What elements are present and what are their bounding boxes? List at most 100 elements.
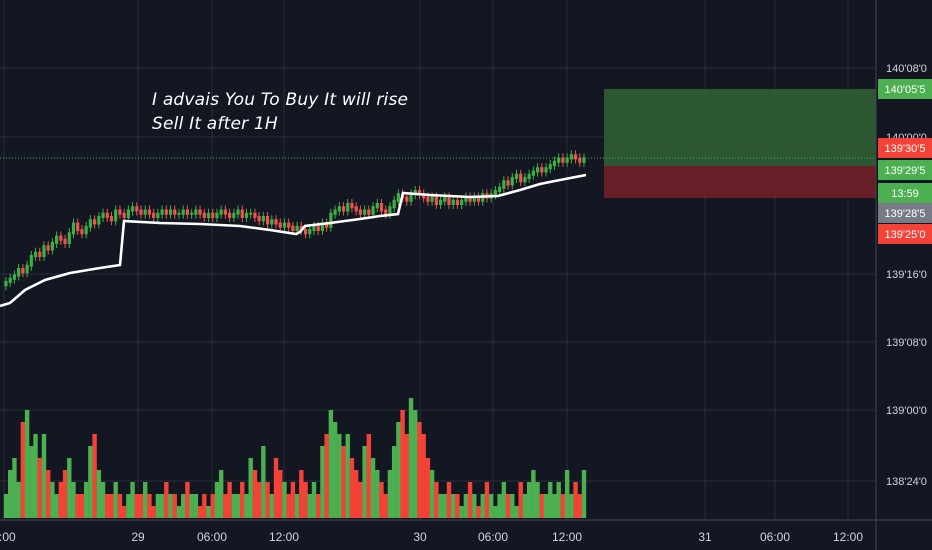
candle-body (337, 206, 341, 212)
volume-bar (45, 470, 51, 518)
price-label-bg (878, 160, 932, 180)
candle-body (557, 157, 561, 163)
volume-bar (218, 470, 224, 518)
volume-bar (58, 482, 64, 518)
volume-bar (383, 494, 388, 518)
candle-body (552, 160, 557, 166)
candle-body (219, 209, 223, 215)
volume-bar (358, 482, 363, 518)
time-tick-label: 12:00 (269, 530, 299, 544)
candles (4, 150, 586, 291)
price-axis[interactable]: 140'08'0140'00'0139'16'0139'08'0139'00'0… (875, 0, 932, 550)
volume-bar (510, 494, 515, 518)
candle-body (287, 222, 291, 228)
price-label: 139'25'0 (878, 224, 932, 244)
time-axis[interactable]: 2:00 29 06:00 12:00 30 06:00 12:00 31 06:00 12:00 (0, 519, 932, 544)
volume-bar (29, 446, 34, 518)
trade-note: I advais You To Buy It will rise Sell It… (152, 88, 408, 136)
candle-body (232, 212, 236, 218)
volume-bar (109, 494, 114, 518)
candle-body (358, 209, 362, 215)
volume-bar (556, 482, 561, 518)
volume-bar (391, 446, 397, 518)
candle-body (25, 264, 29, 274)
price-label-text: 13:59 (891, 188, 919, 200)
price-label: 139'29'5 (878, 160, 932, 180)
volume-bar (83, 482, 89, 518)
volume-bar (155, 494, 161, 518)
volume-bar (223, 494, 228, 518)
candle-body (173, 209, 177, 215)
time-tick-label: 06:00 (760, 530, 790, 544)
candle-body (249, 212, 253, 215)
volume-bar (328, 410, 334, 518)
volume-bar (349, 458, 355, 518)
price-label-text: 139'25'0 (885, 229, 926, 241)
candle-body (329, 212, 333, 228)
volume-bar (429, 470, 435, 518)
volume-bar (265, 482, 270, 518)
position-zones[interactable] (604, 89, 876, 198)
price-tick-label: 139'16'0 (886, 269, 927, 281)
volume-bar (121, 506, 127, 518)
volume-bar (476, 506, 481, 518)
candle-body (510, 177, 514, 186)
candle-body (396, 193, 400, 202)
candle-body (147, 209, 152, 215)
price-label-bg (878, 224, 932, 244)
time-tick-label: 31 (698, 530, 712, 544)
candle-body (17, 268, 21, 277)
volume-bar (189, 494, 194, 518)
volume-bar (117, 494, 123, 518)
candle-body (502, 180, 506, 189)
volume-bar (269, 494, 274, 518)
volume-bar (16, 482, 21, 518)
candle-body (455, 199, 460, 205)
candle-body (565, 157, 569, 163)
volume-bar (539, 494, 545, 518)
candle-body (405, 196, 409, 202)
candle-body (464, 196, 468, 202)
volume-bar (193, 494, 199, 518)
candle-body (50, 242, 55, 251)
candle-body (67, 232, 71, 244)
volume-bar (438, 494, 443, 518)
volume-bar (12, 458, 17, 518)
volume-bar (543, 494, 549, 518)
volume-bar (197, 506, 203, 518)
volume-bar (514, 506, 519, 518)
candle-body (143, 209, 147, 215)
volume-bar (505, 494, 511, 518)
candle-body (122, 212, 126, 218)
candle-body (190, 212, 194, 215)
volume-bar (147, 494, 152, 518)
price-label: 13:59 (878, 183, 932, 203)
candle-body (4, 281, 8, 287)
volume-bar (92, 434, 97, 518)
volume-bar (231, 494, 237, 518)
volume-bar (396, 422, 401, 518)
volume-bar (311, 482, 317, 518)
volume-bar (290, 482, 296, 518)
candle-body (438, 199, 443, 205)
candle-body (270, 219, 274, 225)
volume-bar (130, 482, 135, 518)
candle-body (261, 216, 265, 222)
candle-body (206, 212, 211, 218)
candle-body (97, 216, 101, 225)
candle-body (130, 206, 135, 212)
volume-bar (560, 494, 566, 518)
volume-bar (8, 470, 13, 518)
candle-body (105, 212, 109, 218)
candle-body (278, 222, 282, 228)
candle-body (177, 212, 181, 215)
volume-bar (214, 482, 220, 518)
volume-bar (497, 494, 502, 518)
volume-bar (151, 506, 156, 518)
candle-body (295, 225, 299, 231)
note-line-1: I advais You To Buy It will rise (152, 90, 409, 110)
candle-body (139, 209, 143, 215)
candle-body (498, 186, 502, 192)
candle-body (333, 209, 337, 215)
